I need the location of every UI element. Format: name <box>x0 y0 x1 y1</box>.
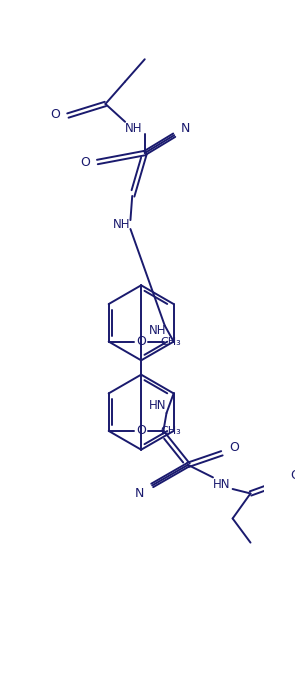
Text: NH: NH <box>113 218 130 231</box>
Text: O: O <box>80 155 90 168</box>
Text: O: O <box>50 108 60 121</box>
Text: CH₃: CH₃ <box>161 337 182 346</box>
Text: N: N <box>135 487 144 500</box>
Text: O: O <box>136 335 146 348</box>
Text: O: O <box>290 469 295 482</box>
Text: NH: NH <box>149 324 166 337</box>
Text: NH: NH <box>125 123 143 135</box>
Text: N: N <box>181 123 191 135</box>
Text: O: O <box>230 441 239 453</box>
Text: HN: HN <box>149 399 166 412</box>
Text: HN: HN <box>213 478 231 491</box>
Text: CH₃: CH₃ <box>161 426 182 436</box>
Text: O: O <box>136 424 146 437</box>
